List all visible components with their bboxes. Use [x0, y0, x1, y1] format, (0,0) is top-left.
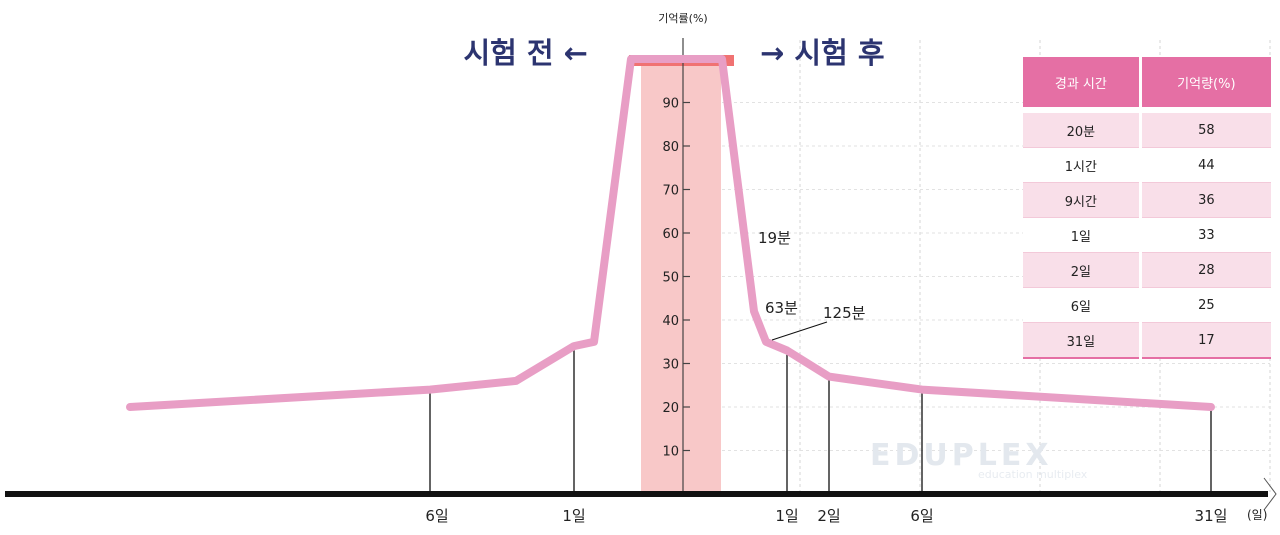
x-tick-label-before: 6일 — [425, 507, 448, 525]
table-header-elapsed: 경과 시간 — [1023, 57, 1142, 110]
table-row: 31일 17 — [1023, 322, 1271, 359]
table-header-retention: 기억량(%) — [1140, 57, 1271, 110]
table-cell: 1일 — [1023, 217, 1142, 253]
y-tick-label: 80 — [662, 140, 679, 155]
table-cell: 6일 — [1023, 287, 1142, 323]
table-cell: 31일 — [1023, 322, 1142, 359]
exam-band — [641, 60, 721, 494]
table-cell: 25 — [1140, 287, 1271, 323]
y-tick-label: 60 — [662, 227, 679, 242]
x-tick-label-after: 2일 — [817, 507, 840, 525]
y-tick-label: 70 — [662, 184, 679, 199]
table-row: 1일 33 — [1023, 217, 1271, 253]
annotation-125min: 125분 — [823, 304, 866, 322]
table-row: 6일 25 — [1023, 287, 1271, 323]
x-tick-label-after: 1일 — [775, 507, 798, 525]
table-cell: 36 — [1140, 182, 1271, 218]
y-tick-label: 90 — [662, 97, 679, 112]
annotation-19min: 19분 — [758, 229, 791, 247]
table-cell: 1시간 — [1023, 147, 1142, 183]
y-tick-label: 50 — [662, 271, 679, 286]
y-ticks: 10 20 30 40 50 60 70 80 90 — [662, 97, 690, 460]
x-tick-label-after: 31일 — [1195, 507, 1228, 525]
table-row: 9시간 36 — [1023, 182, 1271, 218]
x-ticks: 6일 1일 1일 2일 6일 31일 (일) — [425, 507, 1267, 525]
watermark-brand: EDUPLEX — [870, 438, 1052, 473]
phase-after-label: → 시험 후 — [760, 36, 885, 70]
annotation-125min-pointer — [771, 321, 828, 341]
retention-table: 경과 시간 기억량(%) 20분 58 1시간 44 9시간 36 1일 33 2일 28… — [1023, 57, 1271, 359]
table-cell: 9시간 — [1023, 182, 1142, 218]
table-cell: 58 — [1140, 107, 1271, 148]
x-tick-label-before: 1일 — [562, 507, 585, 525]
table-cell: 28 — [1140, 252, 1271, 288]
y-axis-label: 기억률(%) — [658, 12, 707, 25]
y-tick-label: 10 — [662, 445, 679, 460]
phase-before-label: 시험 전 ← — [463, 36, 588, 70]
table-row: 1시간 44 — [1023, 147, 1271, 183]
table-cell: 17 — [1140, 322, 1271, 359]
annotation-63min: 63분 — [765, 299, 798, 317]
table-header-row: 경과 시간 기억량(%) — [1023, 57, 1271, 110]
table-cell: 33 — [1140, 217, 1271, 253]
x-axis-unit: (일) — [1247, 508, 1267, 522]
table-row: 20분 58 — [1023, 107, 1271, 148]
x-axis-arrow — [1263, 477, 1277, 511]
y-tick-label: 20 — [662, 401, 679, 416]
table-row: 2일 28 — [1023, 252, 1271, 288]
table-cell: 2일 — [1023, 252, 1142, 288]
retention-curve — [126, 55, 1215, 411]
watermark-tagline: education multiplex — [978, 468, 1088, 481]
y-tick-label: 30 — [662, 358, 679, 373]
x-tick-label-after: 6일 — [910, 507, 933, 525]
y-tick-label: 40 — [662, 314, 679, 329]
table-cell: 44 — [1140, 147, 1271, 183]
table-cell: 20분 — [1023, 107, 1142, 148]
drop-lines — [429, 348, 1212, 494]
